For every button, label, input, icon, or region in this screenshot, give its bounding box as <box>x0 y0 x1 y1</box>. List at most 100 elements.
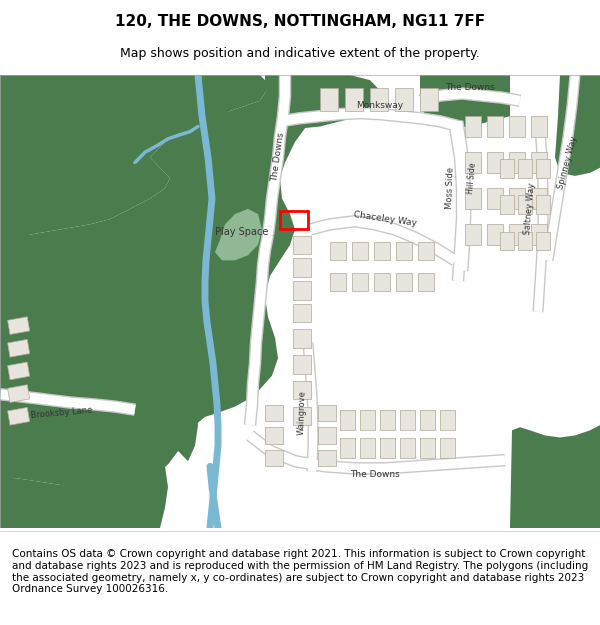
Bar <box>396 272 412 291</box>
Bar <box>487 188 503 209</box>
Bar <box>509 224 525 245</box>
Bar <box>400 438 415 458</box>
Bar <box>340 438 355 458</box>
Bar <box>265 428 283 444</box>
Bar <box>352 242 368 261</box>
Bar <box>293 329 311 348</box>
Polygon shape <box>0 75 80 121</box>
Bar <box>395 88 413 111</box>
Bar <box>360 410 375 430</box>
Bar <box>465 188 481 209</box>
Bar <box>8 317 29 334</box>
Bar <box>420 410 435 430</box>
Text: Map shows position and indicative extent of the property.: Map shows position and indicative extent… <box>120 48 480 61</box>
Bar <box>345 88 363 111</box>
Bar <box>500 159 514 178</box>
Bar <box>293 381 311 399</box>
Polygon shape <box>0 451 168 528</box>
Bar <box>500 196 514 214</box>
Bar <box>487 224 503 245</box>
Bar <box>374 242 390 261</box>
Bar <box>280 211 308 229</box>
Polygon shape <box>0 338 95 394</box>
Bar <box>370 88 388 111</box>
Bar <box>396 242 412 261</box>
Text: Saltney Way: Saltney Way <box>523 182 537 235</box>
Bar <box>352 272 368 291</box>
Bar <box>536 231 550 250</box>
Polygon shape <box>555 75 600 176</box>
Bar <box>265 450 283 466</box>
Bar <box>318 428 336 444</box>
Bar <box>293 281 311 299</box>
Bar <box>536 196 550 214</box>
Polygon shape <box>420 75 510 129</box>
Polygon shape <box>208 202 272 266</box>
Bar <box>509 116 525 137</box>
Bar <box>465 152 481 173</box>
Bar <box>293 258 311 277</box>
Bar <box>500 231 514 250</box>
Bar <box>531 224 547 245</box>
Bar <box>418 272 434 291</box>
Bar <box>8 362 29 380</box>
Bar <box>265 404 283 421</box>
Bar <box>531 152 547 173</box>
Bar <box>293 236 311 254</box>
Polygon shape <box>0 75 330 490</box>
Bar <box>8 385 29 402</box>
Bar <box>509 188 525 209</box>
Bar <box>518 231 532 250</box>
Text: Play Space: Play Space <box>215 226 269 236</box>
Bar <box>531 116 547 137</box>
Bar <box>487 116 503 137</box>
Bar <box>374 272 390 291</box>
Bar <box>340 410 355 430</box>
Text: The Downs: The Downs <box>350 470 400 479</box>
Bar <box>293 407 311 425</box>
Bar <box>418 242 434 261</box>
Bar <box>320 88 338 111</box>
Polygon shape <box>265 75 380 129</box>
Text: Chaceley Way: Chaceley Way <box>353 210 417 228</box>
Bar <box>380 438 395 458</box>
Bar <box>400 410 415 430</box>
Bar <box>518 159 532 178</box>
Text: Monksway: Monksway <box>356 101 404 111</box>
Bar <box>518 196 532 214</box>
Polygon shape <box>510 425 600 528</box>
Bar <box>531 188 547 209</box>
Bar <box>440 410 455 430</box>
Bar <box>330 242 346 261</box>
Bar <box>465 224 481 245</box>
Text: Contains OS data © Crown copyright and database right 2021. This information is : Contains OS data © Crown copyright and d… <box>12 549 588 594</box>
Polygon shape <box>0 240 160 528</box>
Bar <box>465 116 481 137</box>
Bar <box>330 272 346 291</box>
Bar <box>318 404 336 421</box>
Bar <box>293 304 311 322</box>
Bar <box>360 438 375 458</box>
Bar <box>420 88 438 111</box>
Text: Brooksby Lane: Brooksby Lane <box>31 406 94 420</box>
Text: The Downs: The Downs <box>445 83 495 92</box>
Bar <box>380 410 395 430</box>
Bar <box>536 159 550 178</box>
Text: 120, THE DOWNS, NOTTINGHAM, NG11 7FF: 120, THE DOWNS, NOTTINGHAM, NG11 7FF <box>115 14 485 29</box>
Polygon shape <box>215 209 262 261</box>
Polygon shape <box>162 75 230 464</box>
Bar <box>318 450 336 466</box>
Text: Moss Side: Moss Side <box>445 167 455 209</box>
Bar <box>8 339 29 357</box>
Bar <box>440 438 455 458</box>
Bar <box>420 438 435 458</box>
Polygon shape <box>0 75 270 234</box>
Text: Spinney Way: Spinney Way <box>557 135 580 190</box>
Bar <box>8 408 29 425</box>
Bar <box>509 152 525 173</box>
Text: Hill Side: Hill Side <box>466 162 478 194</box>
Text: Waingrove: Waingrove <box>297 390 307 435</box>
Text: The Downs: The Downs <box>270 132 286 182</box>
Bar <box>487 152 503 173</box>
Bar <box>293 355 311 374</box>
